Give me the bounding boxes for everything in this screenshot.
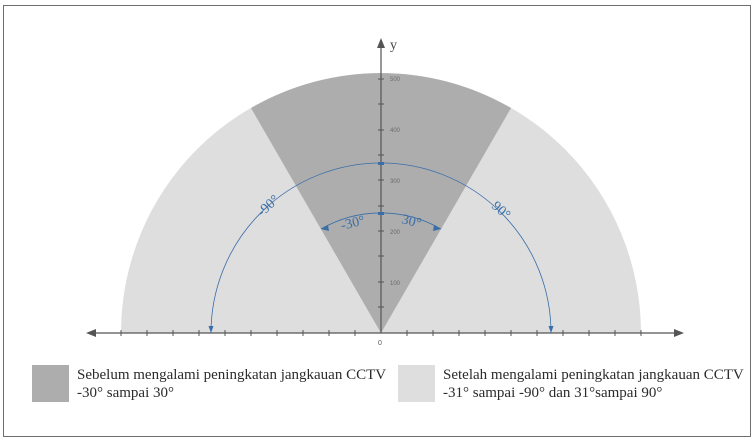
origin-label: 0 — [378, 340, 382, 347]
angle-label-30: 30° — [400, 212, 423, 231]
angle-arc-inner-left-arrow — [321, 225, 329, 231]
angle-arc-outer-right-arrow — [548, 326, 554, 333]
legend-swatch-before — [32, 365, 69, 402]
x-axis-ticks — [120, 330, 642, 336]
y-tick-label-200: 200 — [390, 230, 401, 236]
legend-after-line2: -31° sampai -90° dan 31°sampai 90° — [443, 385, 663, 401]
y-tick-label-500: 500 — [390, 77, 401, 83]
x-axis-right-arrow — [674, 329, 684, 337]
legend-swatch-after — [398, 365, 435, 402]
y-axis-ticks — [378, 78, 384, 308]
angle-arc-outer-left-arrow — [208, 326, 214, 333]
y-tick-label-300: 300 — [390, 179, 401, 185]
inner-arc-marker — [378, 212, 384, 215]
y-axis-arrow — [377, 38, 385, 48]
legend-before-line1: Sebelum mengalami peningkatan jangkauan … — [77, 367, 387, 383]
legend-after: Setelah mengalami peningkatan jangkauan … — [443, 366, 744, 402]
outer-arc-marker — [378, 162, 384, 165]
y-tick-label-100: 100 — [390, 281, 401, 287]
legend-before-line2: -30° sampai 30° — [77, 385, 174, 401]
y-tick-label-400: 400 — [390, 128, 401, 134]
legend-after-line1: Setelah mengalami peningkatan jangkauan … — [443, 367, 744, 383]
angle-label-minus-30: -30° — [339, 213, 366, 233]
legend-before: Sebelum mengalami peningkatan jangkauan … — [77, 366, 386, 402]
angle-arc-inner-right-arrow — [433, 225, 441, 231]
x-axis-left-arrow — [86, 329, 96, 337]
y-axis-label: y — [390, 38, 397, 53]
